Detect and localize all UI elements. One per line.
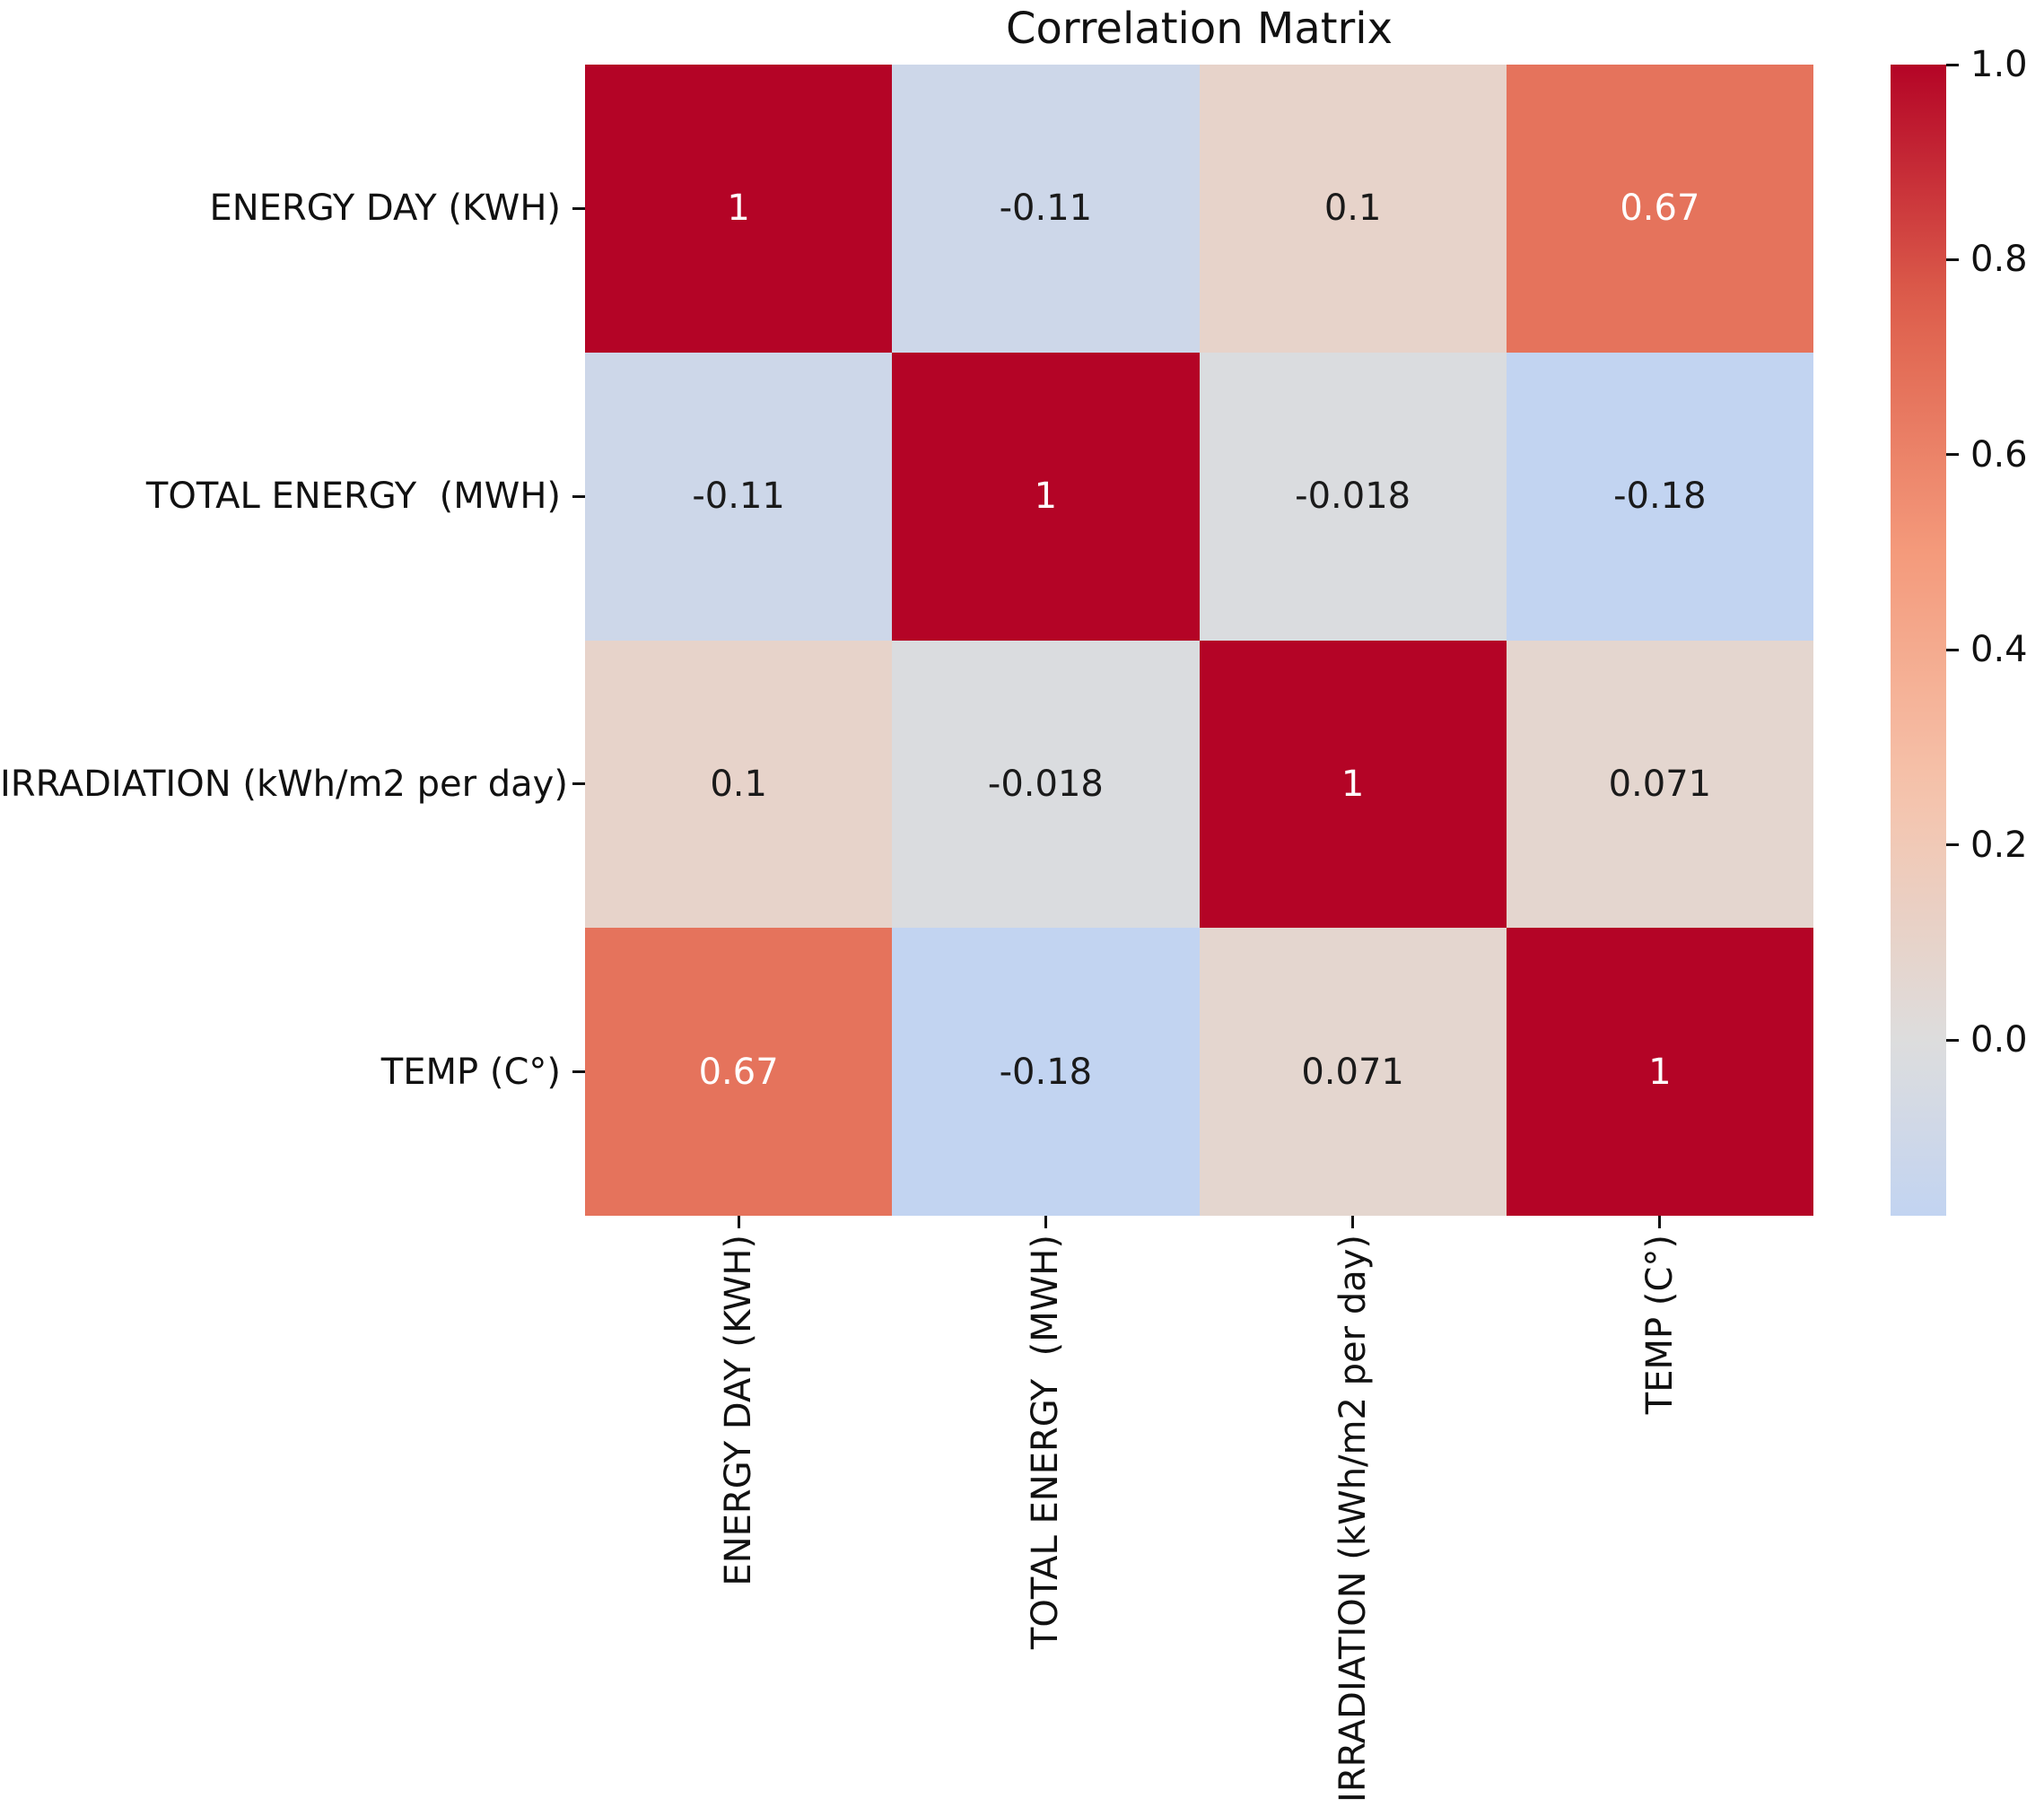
cell-value: 1 [1648,1051,1672,1093]
colorbar-tick-label: 0.4 [1970,629,2028,671]
heatmap-cell: 1 [892,352,1200,641]
cell-value: -0.11 [692,476,785,518]
x-tick-mark [1658,1216,1662,1228]
y-tick-mark [572,494,585,498]
colorbar-tick-label: 1.0 [1970,44,2028,85]
cell-value: -0.18 [999,1051,1093,1093]
colorbar-tick-label: 0.8 [1970,239,2028,281]
heatmap-cell: 1 [1199,640,1507,929]
heatmap-cell: -0.018 [1199,352,1507,641]
cell-value: -0.018 [1295,476,1411,518]
cell-value: 1 [727,188,750,230]
colorbar [1891,65,1946,1216]
y-tick-label: ENERGY DAY (KWH) [209,188,561,230]
heatmap-cell: -0.11 [892,65,1200,353]
colorbar-tick-mark [1946,258,1959,261]
colorbar-tick-mark [1946,453,1959,457]
colorbar-tick-label: 0.0 [1970,1019,2028,1061]
colorbar-tick-mark [1946,843,1959,847]
cell-value: 0.67 [698,1051,779,1093]
y-tick-label: TOTAL ENERGY (MWH) [145,476,561,518]
cell-value: 1 [1341,763,1365,805]
heatmap-cell: -0.11 [585,352,893,641]
heatmap-grid: 1 -0.11 0.1 0.67 -0.11 1 -0.018 -0.18 0.1 -0.018 1… [585,65,1813,1216]
cell-value: -0.18 [1613,476,1707,518]
x-tick-label: ENERGY DAY (KWH) [718,1235,760,1586]
heatmap-cell: 0.071 [1506,640,1813,929]
heatmap-cell: 1 [1506,928,1813,1216]
heatmap-cell: 0.071 [1199,928,1507,1216]
cell-value: 1 [1034,476,1058,518]
cell-value: -0.018 [987,763,1104,805]
heatmap-cell: 0.1 [585,640,893,929]
y-tick-label: IRRADIATION (kWh/m2 per day) [0,763,568,805]
colorbar-tick-mark [1946,648,1959,651]
heatmap-cell: -0.18 [892,928,1200,1216]
x-tick-label: IRRADIATION (kWh/m2 per day) [1332,1235,1374,1803]
colorbar-tick-mark [1946,63,1959,66]
y-tick-mark [572,782,585,786]
cell-value: 0.67 [1620,188,1700,230]
cell-value: 0.071 [1608,763,1712,805]
heatmap-cell: -0.018 [892,640,1200,929]
cell-value: 0.1 [710,763,767,805]
y-tick-label: TEMP (C°) [380,1051,561,1093]
y-tick-mark [572,206,585,210]
heatmap-cell: 1 [585,65,893,353]
heatmap-cell: 0.1 [1199,65,1507,353]
x-tick-mark [1351,1216,1355,1228]
heatmap-cell: 0.67 [1506,65,1813,353]
x-tick-label: TEMP (C°) [1638,1235,1681,1415]
heatmap-cell: -0.18 [1506,352,1813,641]
colorbar-tick-label: 0.2 [1970,824,2028,866]
y-tick-mark [572,1070,585,1074]
x-tick-label: TOTAL ENERGY (MWH) [1025,1235,1067,1650]
cell-value: 0.1 [1323,188,1382,230]
colorbar-tick-mark [1946,1038,1959,1042]
chart-title: Correlation Matrix [1005,4,1393,54]
x-tick-mark [1044,1216,1047,1228]
cell-value: -0.11 [999,188,1093,230]
x-tick-mark [737,1216,740,1228]
cell-value: 0.071 [1301,1051,1404,1093]
colorbar-tick-label: 0.6 [1970,433,2028,476]
heatmap-cell: 0.67 [585,928,893,1216]
